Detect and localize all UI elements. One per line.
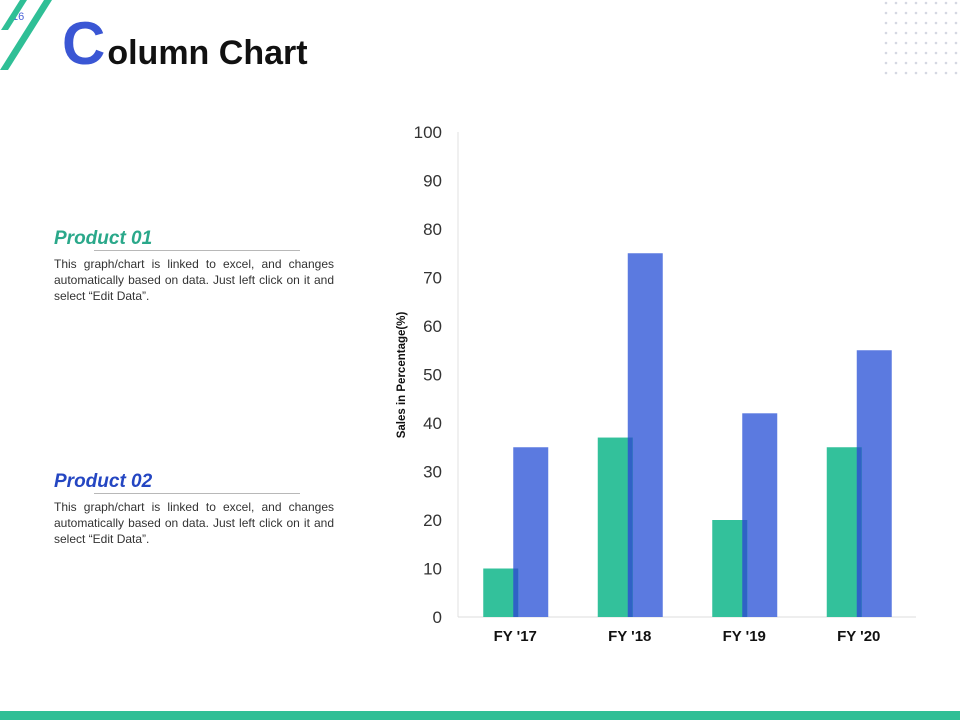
product-01-title: Product 01 [54,228,153,249]
bar-series-2 [627,253,663,617]
product-02-title: Product 02 [54,471,153,492]
bar-series-2 [742,413,778,617]
y-axis-label: Sales in Percentage(%) [396,312,408,439]
product-01-description: This graph/chart is linked to excel, and… [54,257,334,303]
bar-series-2 [856,350,892,617]
title-initial: C [62,10,106,77]
bottom-accent-bar [0,711,960,720]
y-tick-label: 50 [423,366,442,385]
y-tick-label: 70 [423,269,442,288]
y-tick-label: 60 [423,317,442,336]
bar-series-1-overlap-edge [513,568,519,617]
product-01-block: Product 01 This graph/chart is linked to… [54,228,334,304]
bar-series-1-overlap-edge [856,447,862,617]
product-02-description: This graph/chart is linked to excel, and… [54,500,334,546]
y-tick-label: 90 [423,172,442,191]
product-02-divider [94,493,300,494]
decorative-dot-grid [884,1,958,75]
x-tick-label: FY '17 [494,628,537,645]
y-tick-label: 20 [423,511,442,530]
product-01-divider [94,250,300,251]
y-tick-label: 80 [423,220,442,239]
y-tick-label: 100 [414,123,442,142]
bar-series-1-overlap-edge [742,520,748,617]
y-tick-label: 30 [423,463,442,482]
bar-series-2 [513,447,549,617]
y-tick-label: 10 [423,560,442,579]
x-tick-label: FY '18 [608,628,651,645]
title-rest: olumn Chart [107,34,308,72]
product-02-block: Product 02 This graph/chart is linked to… [54,471,334,547]
decorative-stripes [0,0,52,70]
bar-series-1 [597,437,633,617]
x-tick-label: FY '20 [837,628,880,645]
y-tick-label: 40 [423,414,442,433]
bar-series-1-overlap-edge [627,437,633,617]
x-tick-label: FY '19 [723,628,766,645]
page-title: Column Chart [62,14,308,74]
bar-series-1 [826,447,862,617]
y-tick-label: 0 [433,608,442,627]
bar-series-1 [483,568,519,617]
bar-series-1 [712,520,748,617]
